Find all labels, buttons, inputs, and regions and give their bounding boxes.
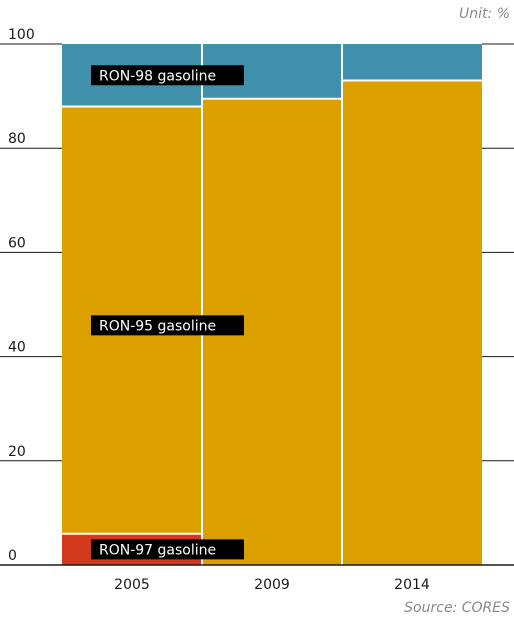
- y-tick-label: 60: [8, 235, 26, 251]
- series-label-bg: [91, 315, 244, 336]
- y-tick-label: 100: [8, 27, 35, 43]
- series-label: RON-95 gasoline: [99, 318, 216, 334]
- bar-segment: [342, 44, 482, 81]
- series-label: RON-98 gasoline: [99, 68, 216, 84]
- y-tick-label: 40: [8, 340, 26, 356]
- x-category-label: 2009: [254, 577, 290, 593]
- y-tick-label: 80: [8, 131, 26, 147]
- y-tick-label: 20: [8, 444, 26, 460]
- bar-segment: [342, 80, 482, 565]
- series-label: RON-97 gasoline: [99, 542, 216, 558]
- series-label-bg: [91, 65, 244, 86]
- series-label-bg: [91, 539, 244, 560]
- x-category-label: 2005: [114, 577, 150, 593]
- x-category-label: 2014: [394, 577, 430, 593]
- unit-label: Unit: %: [459, 6, 510, 22]
- y-tick-label: 0: [8, 548, 17, 564]
- source-label: Source: CORES: [404, 600, 510, 616]
